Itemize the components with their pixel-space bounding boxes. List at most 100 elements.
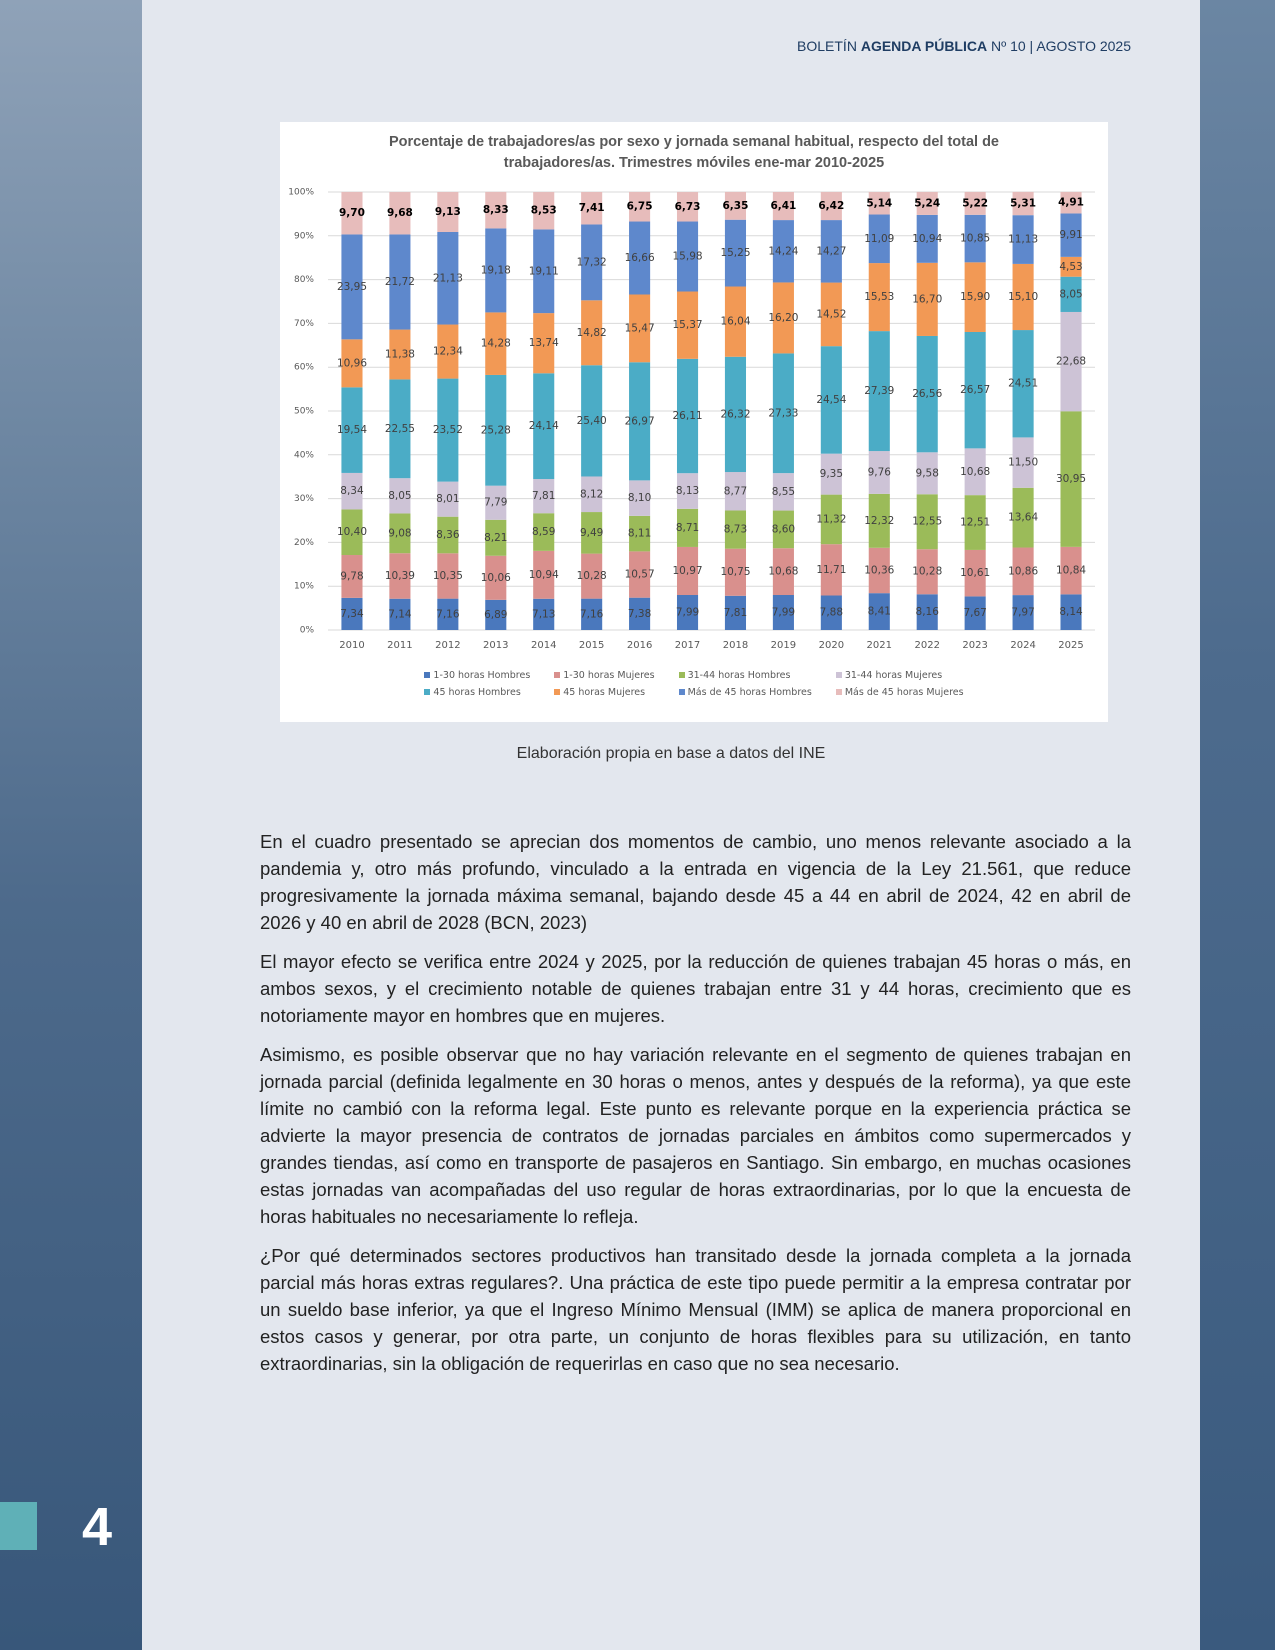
bar-segment (1012, 595, 1034, 630)
value-label: 14,24 (768, 245, 798, 257)
value-label: 5,31 (1010, 198, 1036, 210)
bar-segment (581, 476, 603, 513)
page-number: 4 (82, 1497, 113, 1557)
legend-item: Más de 45 horas Mujeres (835, 687, 964, 698)
value-label: 16,04 (720, 316, 750, 328)
value-label: 5,14 (866, 197, 892, 209)
value-label: 8,77 (724, 485, 747, 497)
value-label: 6,42 (818, 200, 844, 212)
bar-segment (868, 214, 890, 264)
value-label: 22,68 (1056, 356, 1086, 368)
value-label: 14,82 (577, 327, 607, 339)
value-label: 7,81 (532, 490, 555, 502)
value-label: 27,33 (768, 407, 798, 419)
bar-segment (581, 224, 603, 301)
bar-segment (1012, 547, 1034, 596)
paragraph: El mayor efecto se verifica entre 2024 y… (260, 951, 1131, 1026)
bar-segment (724, 472, 747, 511)
value-label: 23,52 (433, 424, 463, 436)
y-tick-label: 100% (288, 188, 314, 198)
bar-segment (772, 473, 794, 511)
bar-segment (629, 515, 651, 552)
legend-item: 31-44 horas Hombres (678, 670, 812, 681)
bar-segment (437, 378, 459, 482)
bar-segment (916, 214, 938, 263)
bar-segment (1012, 437, 1034, 488)
bar-segment (629, 551, 651, 598)
value-label: 27,39 (864, 385, 894, 397)
value-label: 10,84 (1056, 565, 1086, 577)
value-label: 9,49 (580, 527, 603, 539)
bar-segment (533, 598, 555, 630)
bar-segment (1060, 411, 1082, 547)
value-label: 12,32 (864, 515, 894, 527)
value-label: 7,97 (1011, 607, 1034, 619)
bar-segment (389, 478, 411, 514)
value-label: 15,98 (673, 251, 703, 263)
value-label: 7,14 (388, 608, 412, 620)
x-tick-label: 2025 (1058, 640, 1083, 651)
bar-segment (533, 229, 555, 314)
value-label: 5,22 (962, 197, 988, 209)
value-label: 10,06 (481, 572, 511, 584)
value-label: 14,52 (816, 308, 846, 320)
bar-segment (581, 365, 603, 477)
bar-segment (868, 192, 890, 215)
bar-segment (868, 493, 890, 548)
bar-segment (629, 294, 651, 363)
bar-segment (964, 262, 986, 332)
y-tick-label: 30% (294, 494, 314, 504)
value-label: 30,95 (1056, 473, 1086, 485)
value-label: 9,35 (820, 468, 843, 480)
bar-segment (485, 519, 507, 556)
value-label: 7,38 (628, 608, 651, 620)
value-label: 16,70 (912, 293, 942, 305)
chart-box: Porcentaje de trabajadores/as por sexo y… (280, 122, 1108, 722)
value-label: 8,13 (676, 485, 699, 497)
value-label: 8,59 (532, 526, 555, 538)
value-label: 7,16 (436, 608, 460, 620)
bar-segment (820, 494, 842, 545)
bar-segment (533, 192, 555, 230)
value-label: 11,50 (1008, 457, 1038, 469)
bar-segment (1060, 213, 1082, 257)
x-tick-label: 2010 (339, 640, 364, 651)
bar-segment (581, 553, 603, 599)
bar-segment (341, 509, 363, 556)
bar-segment (437, 231, 459, 325)
legend-swatch (835, 672, 842, 678)
y-tick-label: 50% (294, 407, 314, 417)
bar-segment (676, 291, 699, 359)
bar-segment (389, 513, 411, 554)
x-tick-label: 2023 (962, 640, 987, 651)
bar-segment (533, 550, 555, 599)
x-tick-label: 2014 (531, 640, 556, 651)
bar-segment (341, 387, 363, 473)
bar-segment (724, 191, 747, 220)
caption: Elaboración propia en base a datos del I… (516, 745, 826, 762)
value-label: 8,36 (436, 529, 460, 541)
value-label: 17,32 (577, 256, 607, 268)
value-label: 23,95 (337, 281, 367, 293)
value-label: 8,01 (436, 493, 459, 505)
bar-segment (629, 221, 651, 295)
paragraph: Asimismo, es posible observar que no hay… (260, 1044, 1131, 1227)
bar-segment (629, 191, 651, 222)
bar-segment (964, 191, 986, 215)
bar-segment (533, 373, 555, 480)
bar-segment (437, 598, 459, 630)
bar-segment (389, 234, 411, 330)
legend-swatch (678, 672, 685, 678)
value-label: 10,68 (768, 566, 798, 578)
bar-segment (341, 472, 363, 510)
bar-segment (772, 548, 794, 596)
value-label: 9,08 (388, 527, 411, 539)
legend-swatch (424, 672, 431, 678)
value-label: 15,47 (625, 322, 655, 334)
value-label: 7,79 (484, 497, 507, 509)
value-label: 10,96 (337, 357, 367, 369)
bar-segment (916, 335, 938, 453)
paragraph: ¿Por qué determinados sectores productiv… (260, 1245, 1131, 1374)
side-band (0, 0, 142, 1650)
bar-segment (533, 513, 555, 551)
